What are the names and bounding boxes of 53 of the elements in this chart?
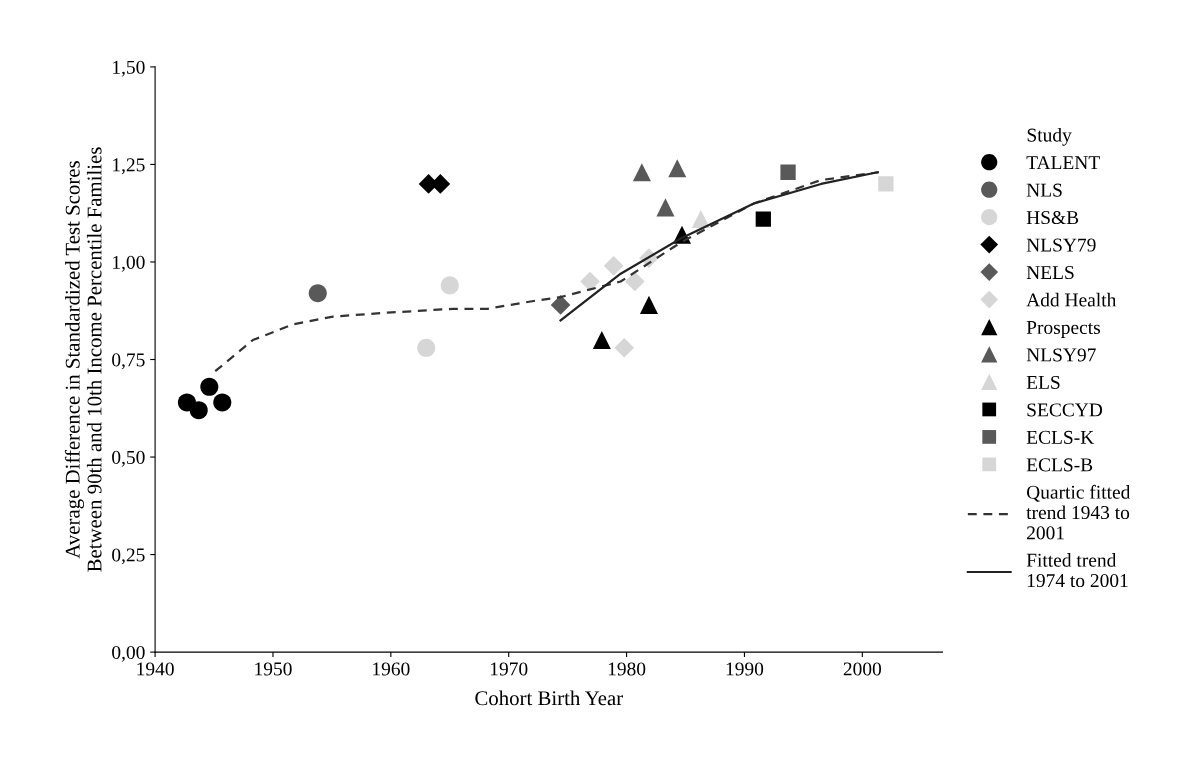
legend-label: HS&B (1026, 211, 1079, 225)
legend-label: TALENT (1026, 156, 1100, 169)
legend-label: Add Health (1026, 292, 1117, 307)
point (632, 163, 651, 182)
x-tick-label: 1990 (726, 662, 764, 676)
legend-label: ELS (1026, 375, 1060, 389)
point (200, 377, 219, 396)
point (440, 276, 459, 295)
point (592, 330, 611, 350)
legend-label: NELS (1026, 266, 1074, 280)
point (614, 337, 635, 358)
x-axis-title: Cohort Birth Year (475, 690, 623, 706)
point (417, 338, 436, 357)
legend-title: Study (1027, 127, 1072, 146)
point (639, 295, 658, 314)
x-tick-label: 1980 (608, 662, 646, 676)
legend-label: Prospects (1026, 321, 1100, 338)
y-tick-label: 1,25 (113, 158, 145, 175)
point (668, 159, 687, 178)
point (213, 393, 232, 412)
x-tick-label: 1970 (490, 662, 528, 676)
y-tick-label: 1,00 (113, 255, 145, 272)
y-tick-label: 0,75 (112, 353, 145, 370)
line-series (559, 171, 879, 322)
y-tick-label: 0,50 (112, 450, 145, 467)
x-tick-label: 1960 (373, 662, 410, 676)
point (656, 198, 675, 217)
x-tick-label: 1940 (137, 662, 174, 676)
y-axis-title: Average Difference in Standardized Test Scores Between 90th and 10th Income Percentile Families (64, 147, 102, 572)
point (189, 401, 208, 420)
line-series (214, 171, 880, 373)
legend-label: Quartic fitted trend 1943 to 2001 (1026, 484, 1131, 540)
point (308, 284, 327, 303)
legend-label: Fitted trend 1974 to 2001 (1026, 553, 1128, 588)
y-tick-label: 0,00 (112, 645, 145, 662)
x-tick-label: 1950 (255, 662, 292, 676)
legend-label: ECLS-B (1026, 458, 1093, 472)
point (878, 176, 894, 192)
x-tick-label: 2000 (843, 662, 882, 676)
legend-label: SECCYD (1027, 403, 1103, 417)
legend-label: ECLS-K (1026, 430, 1095, 444)
point (755, 211, 771, 227)
point (780, 164, 796, 180)
point (580, 271, 600, 292)
legend-label: NLS (1026, 183, 1062, 197)
point (691, 210, 710, 229)
y-tick-label: 1,50 (113, 60, 145, 77)
point (603, 256, 624, 276)
point (625, 271, 645, 292)
legend-label: NLSY79 (1026, 238, 1096, 252)
y-tick-label: 0,25 (112, 548, 145, 565)
legend-label: NLSY97 (1026, 348, 1096, 362)
point (550, 295, 571, 315)
